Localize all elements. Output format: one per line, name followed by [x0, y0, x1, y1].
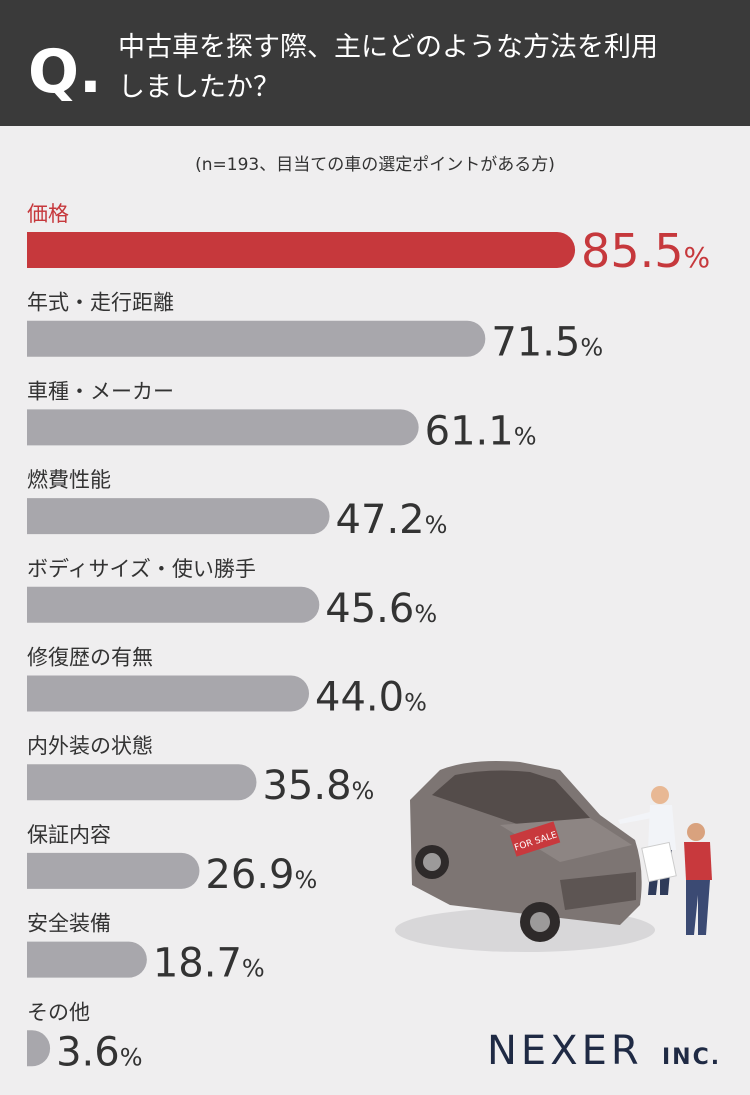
category-label: 保証内容 [27, 823, 111, 847]
bar [27, 232, 576, 268]
category-label: その他 [27, 1000, 90, 1024]
logo-suffix: INC. [662, 1045, 721, 1070]
chart-title: 中古車を探す際、主にどのような方法を利用 [118, 32, 658, 63]
chart-subtitle: (n=193、目当ての車の選定ポイントがある方) [195, 155, 555, 175]
value-label: 3.6% [56, 1029, 142, 1075]
question-marker: Q. [28, 37, 102, 107]
bar [27, 409, 419, 446]
bar [27, 852, 200, 889]
category-label: 内外装の状態 [27, 734, 153, 758]
chart-title: しましたか？ [118, 72, 280, 103]
value-label: 18.7% [153, 941, 265, 987]
bar [27, 764, 257, 801]
bar [27, 498, 330, 535]
value-label: 61.1% [425, 408, 537, 454]
category-label: 燃費性能 [27, 468, 111, 492]
category-label: 車種・メーカー [27, 379, 174, 403]
bar [27, 320, 486, 357]
category-label: ボディサイズ・使い勝手 [27, 557, 256, 581]
category-label: 修復歴の有無 [27, 646, 153, 670]
logo: NEXER [487, 1028, 643, 1074]
bar [27, 586, 320, 623]
value-label: 71.5% [491, 320, 603, 366]
header [0, 0, 750, 126]
value-label: 44.0% [315, 675, 427, 721]
bar [27, 941, 147, 978]
value-label: 45.6% [325, 586, 437, 632]
bar [27, 675, 310, 712]
category-label: 年式・走行距離 [27, 291, 174, 315]
bar [27, 1030, 51, 1067]
category-label: 安全装備 [27, 912, 111, 936]
value-label: 35.8% [262, 763, 374, 809]
value-label: 26.9% [205, 852, 317, 898]
car-illustration: FOR SALE [395, 761, 712, 952]
value-label: 85.5% [581, 224, 710, 278]
category-label: 価格 [27, 202, 69, 226]
value-label: 47.2% [336, 497, 448, 543]
